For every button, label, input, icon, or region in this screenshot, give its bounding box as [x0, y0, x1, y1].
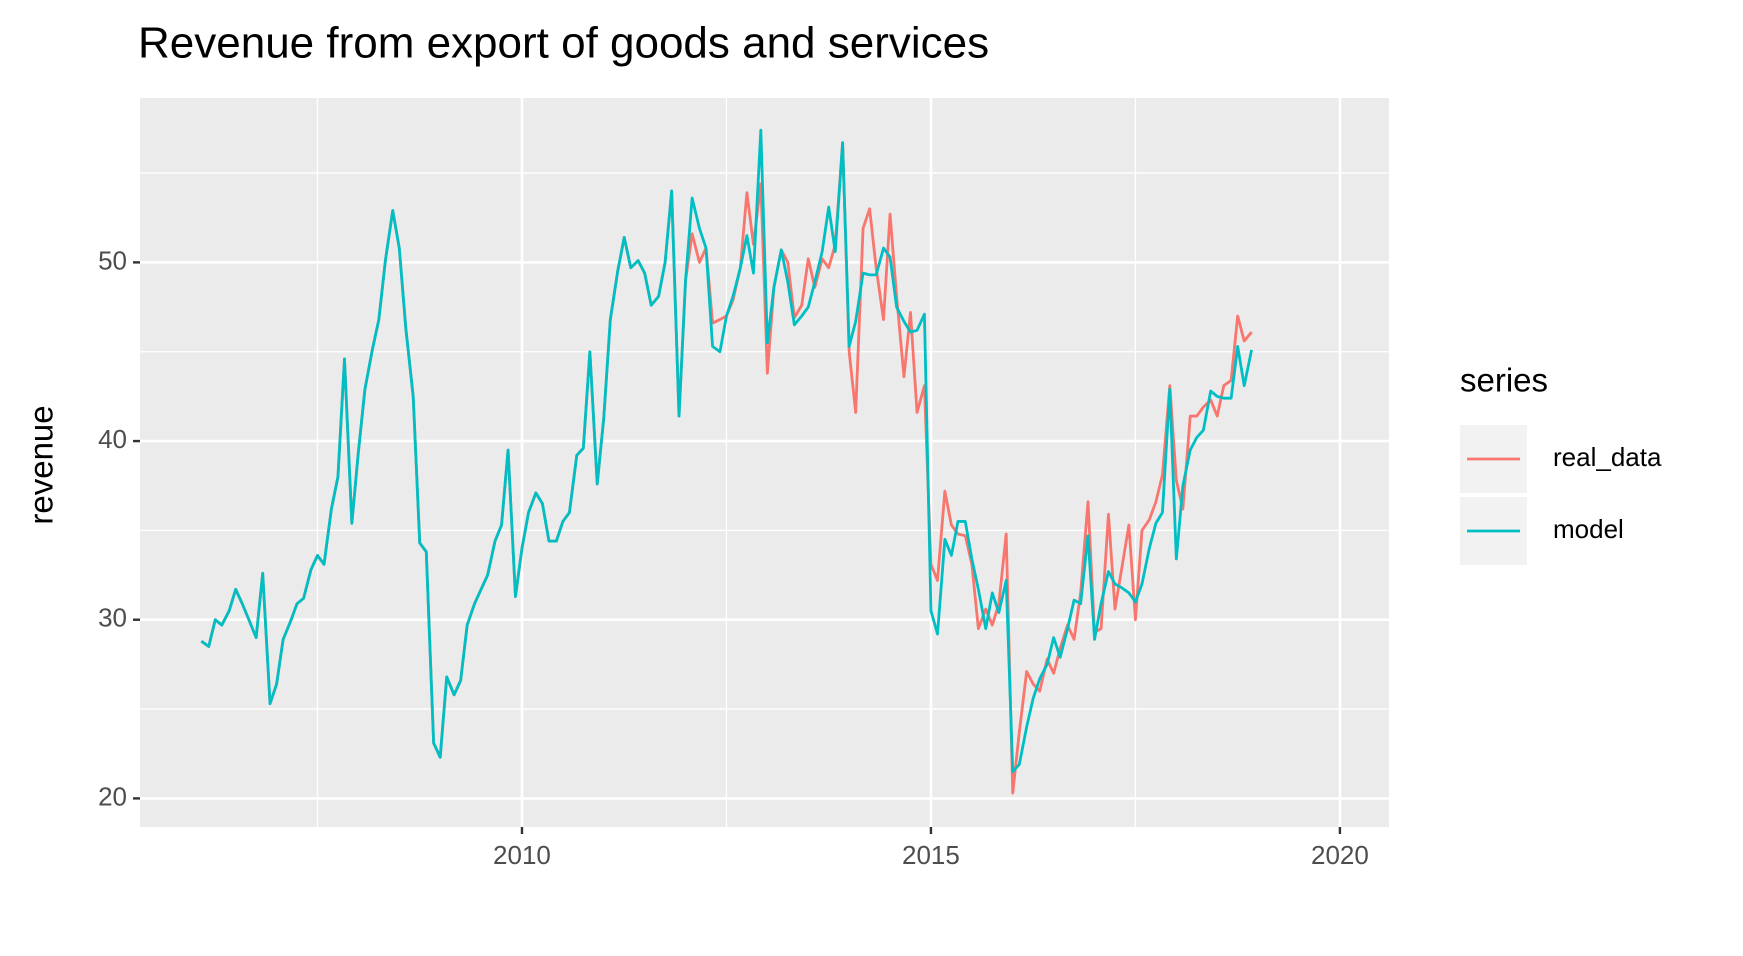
legend-label: real_data	[1553, 442, 1662, 472]
y-axis-label: revenue	[23, 405, 60, 524]
series-line	[200, 128, 1253, 774]
chart-title: Revenue from export of goods and service…	[138, 19, 989, 68]
y-tick-label: 50	[98, 245, 127, 275]
legend-title: series	[1460, 362, 1548, 399]
y-tick-label: 40	[98, 424, 127, 454]
x-tick-label: 2020	[1311, 840, 1369, 870]
y-tick-label: 20	[98, 781, 127, 811]
y-tick-label: 30	[98, 603, 127, 633]
legend-label: model	[1553, 514, 1624, 544]
x-tick-label: 2010	[493, 840, 551, 870]
x-tick-label: 2015	[902, 840, 960, 870]
